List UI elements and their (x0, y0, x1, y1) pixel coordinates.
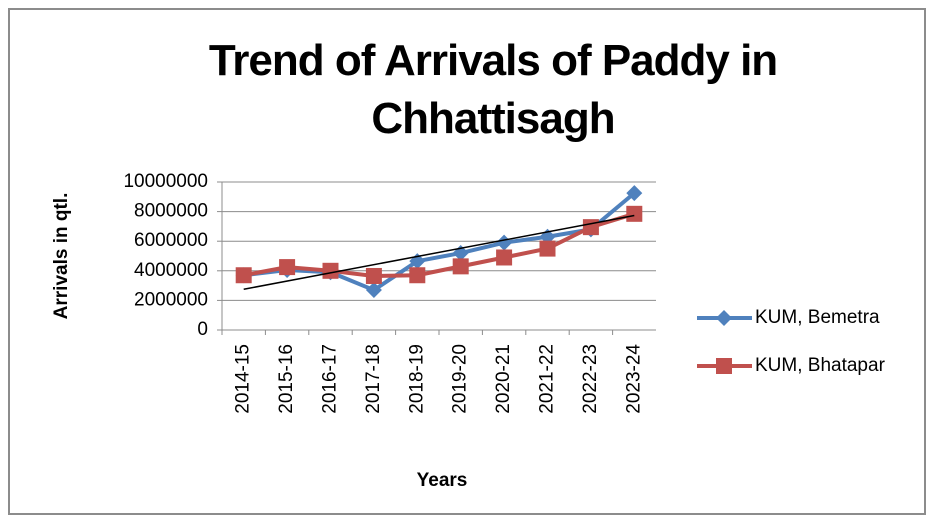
series-line (243, 191, 636, 293)
marker (409, 267, 426, 284)
x-tick-label: 2023-24 (623, 344, 644, 414)
marker (716, 310, 732, 326)
marker (582, 219, 599, 236)
legend-label: KUM, Bemetra (755, 307, 880, 328)
x-tick-label: 2016-17 (320, 344, 341, 414)
marker (496, 234, 513, 251)
marker (626, 205, 643, 222)
x-tick-label: 2019-20 (450, 344, 471, 414)
marker (279, 259, 296, 276)
marker (365, 267, 382, 284)
marker (452, 258, 469, 275)
marker (626, 185, 643, 202)
y-tick-label: 2000000 (134, 289, 208, 310)
marker (322, 262, 339, 279)
x-tick-label: 2022-23 (580, 344, 601, 414)
y-tick-label: 0 (197, 319, 208, 340)
series-line (243, 211, 635, 278)
x-tick-label: 2014-15 (233, 344, 254, 414)
legend-item: KUM, Bhatapar (697, 355, 886, 376)
marker (539, 240, 556, 257)
trendline (243, 214, 635, 290)
y-tick-label: 4000000 (134, 260, 208, 281)
x-tick-label: 2018-19 (406, 344, 427, 414)
x-tick-label: 2021-22 (537, 344, 558, 414)
marker (496, 249, 513, 266)
y-tick-label: 6000000 (134, 230, 208, 251)
marker (235, 267, 252, 284)
marker (365, 282, 382, 299)
x-tick-label: 2015-16 (276, 344, 297, 414)
y-axis-title: Arrivals in qtl. (51, 193, 72, 320)
legend-item: KUM, Bemetra (697, 307, 880, 328)
chart-title: Trend of Arrivals of Paddy in Chhattisag… (208, 36, 778, 143)
chart-frame (8, 8, 926, 515)
marker (716, 358, 732, 374)
x-axis-title: Years (417, 470, 468, 491)
x-tick-label: 2017-18 (363, 344, 384, 414)
x-tick-label: 2020-21 (493, 344, 514, 414)
y-tick-label: 10000000 (123, 171, 208, 192)
y-tick-label: 8000000 (134, 201, 208, 222)
legend-label: KUM, Bhatapar (755, 355, 886, 376)
